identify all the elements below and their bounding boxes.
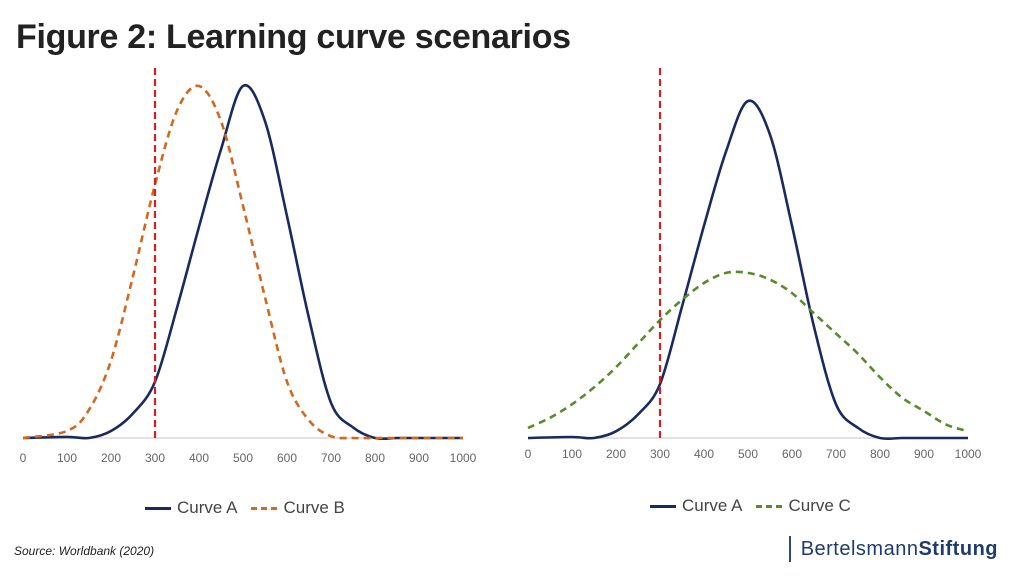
brand-name-part2: Stiftung <box>918 537 998 560</box>
x-tick-label: 100 <box>57 451 77 465</box>
x-tick-label: 500 <box>233 451 253 465</box>
x-tick-label: 600 <box>782 447 802 461</box>
source-note: Source: Worldbank (2020) <box>14 544 155 558</box>
brand-name-part1: Bertelsmann <box>800 537 919 560</box>
x-tick-label: 400 <box>694 447 714 461</box>
brand-logo: Bertelsmann Stiftung <box>788 536 998 562</box>
x-tick-label: 0 <box>20 451 27 465</box>
chart-panel-2: 0 100 200 300 400 500 600 700 800 900 1000 <box>525 68 982 461</box>
x-tick-label: 900 <box>409 451 429 465</box>
x-tick-label: 1000 <box>450 451 477 465</box>
series-curve-b <box>22 84 463 440</box>
x-tick-label: 200 <box>101 451 121 465</box>
legend-item-curve-b: Curve B <box>251 498 345 518</box>
legend-swatch-curve-c <box>756 504 783 508</box>
x-tick-label: 200 <box>606 447 626 461</box>
legend-swatch-curve-b <box>251 506 278 510</box>
x-tick-label: 1000 <box>955 447 982 461</box>
legend-swatch-curve-a <box>650 504 676 508</box>
x-tick-label: 300 <box>650 447 670 461</box>
legend-right: Curve A Curve C <box>650 496 865 516</box>
legend-label: Curve C <box>788 496 851 515</box>
series-curve-c <box>527 270 969 433</box>
x-tick-label: 800 <box>365 451 385 465</box>
x-tick-label: 100 <box>562 447 582 461</box>
legend-label: Curve B <box>283 498 345 517</box>
legend-swatch-curve-a <box>145 506 171 510</box>
legend-left: Curve A Curve B <box>145 498 359 518</box>
x-tick-label: 800 <box>870 447 890 461</box>
x-tick-label: 600 <box>277 451 297 465</box>
page-title: Figure 2: Learning curve scenarios <box>16 18 571 56</box>
legend-label: Curve A <box>682 496 743 515</box>
legend-label: Curve A <box>177 498 238 517</box>
legend-item-curve-a: Curve A <box>145 498 237 518</box>
x-tick-label: 400 <box>189 451 209 465</box>
x-tick-label: 500 <box>738 447 758 461</box>
x-tick-label: 700 <box>321 451 341 465</box>
series-curve-a <box>527 99 968 441</box>
series-curve-a <box>22 83 463 441</box>
x-tick-label: 300 <box>145 451 165 465</box>
legend-item-curve-c: Curve C <box>756 496 851 516</box>
legend-item-curve-a: Curve A <box>650 496 742 516</box>
x-tick-label: 700 <box>826 447 846 461</box>
brand-divider <box>788 536 791 562</box>
x-tick-label: 0 <box>525 447 532 461</box>
chart-panel-1: 0 100 200 300 400 500 600 700 800 900 1000 <box>20 68 477 465</box>
x-tick-label: 900 <box>914 447 934 461</box>
